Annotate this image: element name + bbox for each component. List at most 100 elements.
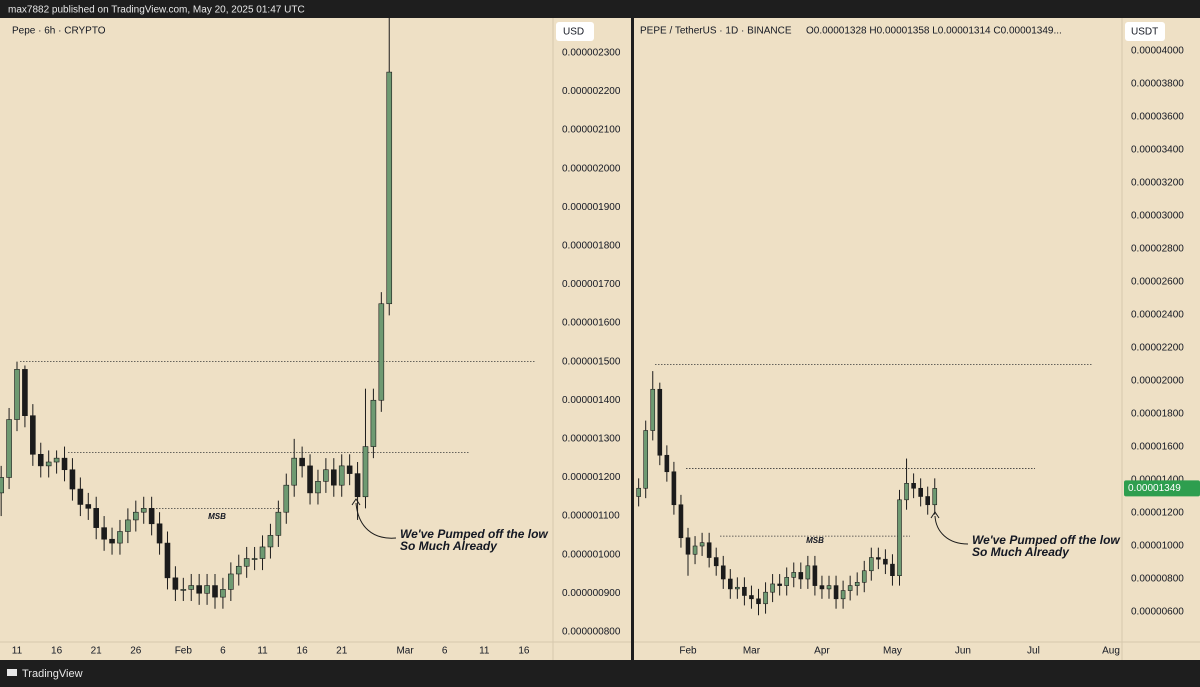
y-tick-label: 0.000001800 (562, 240, 621, 251)
arrow-head (351, 498, 361, 506)
candle-body (798, 572, 804, 580)
candle-body (840, 590, 846, 600)
candle-body (699, 542, 705, 547)
candle-body (172, 577, 179, 590)
candle-body (164, 542, 171, 579)
y-tick-label: 0.00000600 (1131, 607, 1184, 618)
footer: TradingView (22, 668, 83, 680)
candle-body (904, 483, 909, 501)
candle-body (291, 457, 298, 486)
candle-body (727, 578, 733, 590)
candle-body (69, 469, 76, 490)
candle-body (897, 499, 902, 577)
y-tick-label: 0.00004000 (1131, 46, 1184, 57)
x-tick-label: Apr (814, 646, 830, 657)
candle-body (911, 483, 916, 489)
annotation: We've Pumped off the low (972, 533, 1120, 547)
candle-body (77, 488, 84, 505)
x-tick-label: Jun (955, 646, 971, 657)
candle-body (692, 545, 698, 555)
logo: TradingView (7, 668, 83, 680)
annotation: We've Pumped off the low (400, 527, 548, 541)
ohlc-legend: O0.00001328 H0.00001358 L0.00001314 C0.0… (806, 26, 1062, 37)
candle-body (299, 457, 305, 467)
currency: USDT (1131, 27, 1158, 38)
candle-body (671, 471, 677, 506)
candle-body (784, 577, 790, 586)
candle-body (826, 585, 832, 590)
candle-body (812, 565, 818, 586)
candle-body (777, 583, 782, 586)
candle-body (791, 572, 797, 578)
y-tick-label: 0.000000900 (562, 588, 621, 599)
y-tick-label: 0.00002400 (1131, 310, 1184, 321)
x-tick-label: 6 (220, 646, 226, 657)
candle-body (713, 557, 719, 567)
candle-body (362, 446, 369, 498)
candle-body (196, 585, 202, 594)
candle-body (890, 563, 895, 577)
x-tick-label: 11 (12, 646, 23, 657)
candle-body (650, 388, 656, 431)
y-tick-label: 0.000001400 (562, 395, 621, 406)
candle-body (657, 388, 663, 456)
annotation-arrow (355, 502, 397, 539)
y-tick-label: 0.000001600 (562, 318, 621, 329)
candle-body (315, 481, 321, 494)
msb-label: MSB (806, 536, 824, 545)
candle-body (180, 589, 187, 591)
y-tick-label: 0.00001200 (1131, 508, 1184, 519)
candle-body (0, 477, 4, 494)
candle-body (53, 457, 60, 463)
candle-body (354, 473, 361, 498)
candle-body (259, 546, 266, 559)
header: max7882 published on TradingView.com, Ma… (8, 5, 305, 16)
y-tick-label: 0.000001900 (562, 202, 621, 213)
candle-body (117, 531, 123, 544)
candle-body (643, 430, 649, 489)
candle-body (847, 585, 853, 591)
x-tick-label: Feb (679, 646, 697, 657)
candle-body (275, 511, 282, 536)
candle-body (212, 585, 218, 598)
x-tick-label: 21 (336, 646, 348, 657)
candle-body (664, 454, 670, 473)
chart-title: Pepe · 6h · CRYPTO (12, 26, 106, 37)
y-tick-label: 0.00003800 (1131, 79, 1184, 90)
x-tick-label: Mar (396, 646, 414, 657)
candle-body (925, 496, 931, 506)
candle-body (386, 71, 393, 305)
candle-body (61, 457, 68, 471)
candle-body (156, 523, 163, 544)
candle-body (770, 583, 775, 593)
annotation-arrow (934, 515, 969, 545)
y-tick-label: 0.000002000 (562, 163, 621, 174)
y-tick-label: 0.00003000 (1131, 211, 1184, 222)
candle-body (370, 399, 377, 447)
candle-body (125, 519, 131, 532)
candle-body (85, 504, 92, 509)
candle-body (678, 504, 684, 539)
y-tick-label: 0.000001200 (562, 472, 621, 483)
y-tick-label: 0.00001800 (1131, 409, 1184, 420)
y-tick-label: 0.000001100 (562, 511, 620, 522)
candle-body (133, 511, 139, 521)
candle-body (805, 565, 811, 580)
x-tick-label: 16 (51, 646, 63, 657)
candle-body (140, 508, 147, 513)
candle-body (854, 582, 860, 586)
candle-body (735, 586, 740, 590)
msb-label: MSB (208, 512, 226, 521)
x-tick-label: Jul (1027, 646, 1040, 657)
candle-body (148, 508, 155, 525)
x-tick-label: Feb (175, 646, 193, 657)
y-tick-label: 0.000001300 (562, 433, 621, 444)
candle-body (37, 453, 44, 467)
annotation: So Much Already (972, 545, 1070, 559)
y-tick-label: 0.00002600 (1131, 277, 1184, 288)
x-tick-label: May (883, 646, 902, 657)
x-tick-label: 6 (442, 646, 448, 657)
logo-mark (7, 669, 17, 676)
candle-body (243, 558, 250, 567)
